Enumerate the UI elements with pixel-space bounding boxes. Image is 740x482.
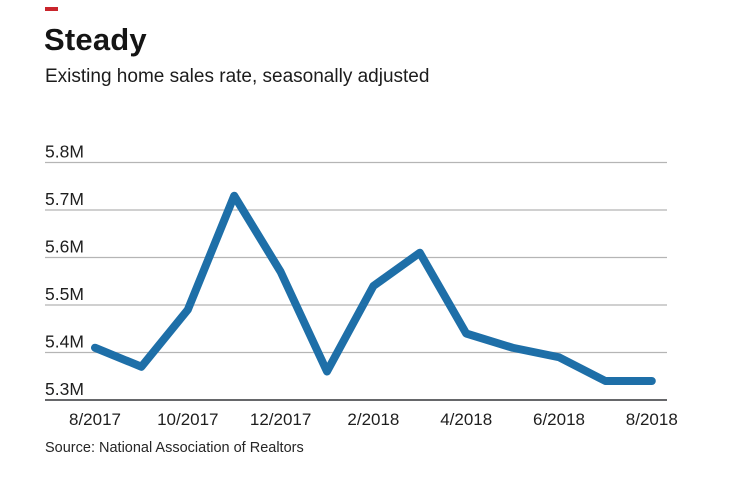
x-tick-label: 4/2018: [440, 410, 492, 429]
y-tick-label: 5.8M: [45, 142, 84, 162]
chart-subtitle: Existing home sales rate, seasonally adj…: [45, 66, 430, 87]
y-tick-label: 5.3M: [45, 379, 84, 399]
y-tick-label: 5.5M: [45, 284, 84, 304]
x-tick-label: 8/2017: [69, 410, 121, 429]
x-tick-label: 12/2017: [250, 410, 311, 429]
x-tick-label: 6/2018: [533, 410, 585, 429]
y-tick-label: 5.4M: [45, 332, 84, 352]
y-tick-label: 5.6M: [45, 237, 84, 257]
x-tick-label: 2/2018: [347, 410, 399, 429]
y-tick-label: 5.7M: [45, 189, 84, 209]
x-tick-label: 8/2018: [626, 410, 678, 429]
sales-rate-line: [91, 191, 656, 385]
accent-dash: [45, 7, 58, 11]
chart-title: Steady: [44, 22, 147, 57]
x-tick-label: 10/2017: [157, 410, 218, 429]
source-note: Source: National Association of Realtors: [45, 440, 304, 456]
